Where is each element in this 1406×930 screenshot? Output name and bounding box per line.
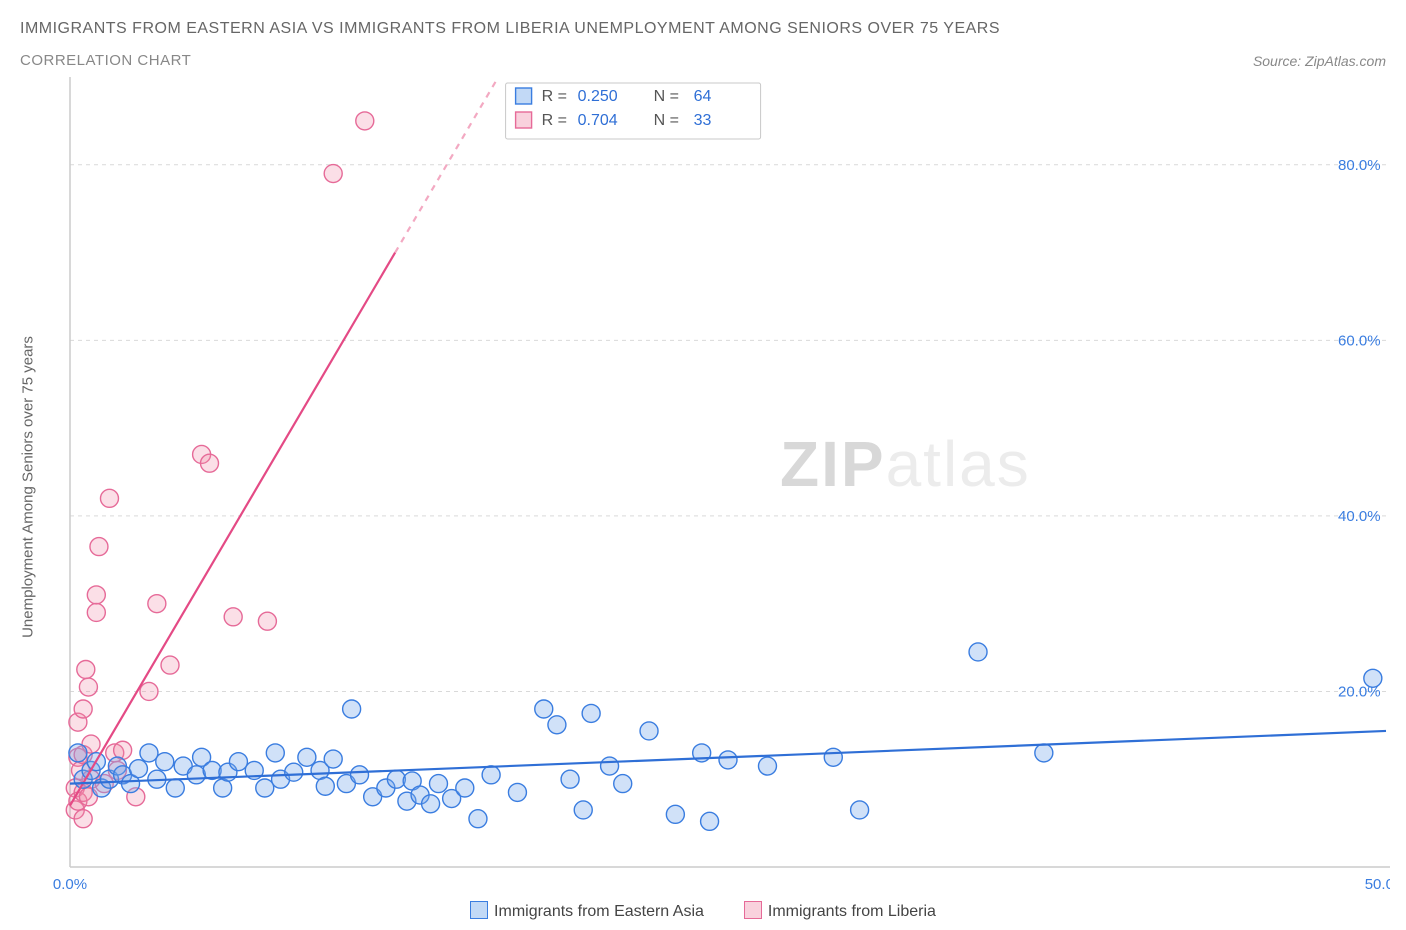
chart-area: Unemployment Among Seniors over 75 years… xyxy=(20,77,1386,897)
data-point xyxy=(469,810,487,828)
data-point xyxy=(356,112,374,130)
data-point xyxy=(129,760,147,778)
data-point xyxy=(701,812,719,830)
data-point xyxy=(824,748,842,766)
data-point xyxy=(100,489,118,507)
data-point xyxy=(156,753,174,771)
legend-item: Immigrants from Liberia xyxy=(744,901,936,921)
chart-subtitle: CORRELATION CHART xyxy=(20,52,191,69)
stats-swatch xyxy=(516,112,532,128)
data-point xyxy=(74,810,92,828)
stats-n-value: 64 xyxy=(694,88,712,105)
x-tick-label: 0.0% xyxy=(53,876,87,893)
data-point xyxy=(324,165,342,183)
data-point xyxy=(482,766,500,784)
data-point xyxy=(87,603,105,621)
chart-title: IMMIGRANTS FROM EASTERN ASIA VS IMMIGRAN… xyxy=(20,20,1386,38)
stats-r-label: R = xyxy=(542,112,567,129)
data-point xyxy=(422,795,440,813)
data-point xyxy=(79,678,97,696)
data-point xyxy=(601,757,619,775)
data-point xyxy=(266,744,284,762)
chart-header: IMMIGRANTS FROM EASTERN ASIA VS IMMIGRAN… xyxy=(0,0,1406,69)
data-point xyxy=(343,700,361,718)
data-point xyxy=(535,700,553,718)
data-point xyxy=(456,779,474,797)
scatter-chart: 20.0% 40.0% 60.0% 80.0% 0.0% 50.0% R = 0.250 N =… xyxy=(20,77,1390,897)
source-name: ZipAtlas.com xyxy=(1305,53,1386,69)
data-point xyxy=(229,753,247,771)
data-point xyxy=(561,770,579,788)
trendline-pink xyxy=(70,253,395,806)
stats-n-label: N = xyxy=(654,112,679,129)
source-prefix: Source: xyxy=(1253,53,1305,69)
data-point xyxy=(429,775,447,793)
trendline-pink-dashed xyxy=(395,77,498,253)
data-point xyxy=(90,538,108,556)
legend-label: Immigrants from Liberia xyxy=(768,903,936,920)
x-ticks: 0.0% 50.0% xyxy=(53,876,1390,893)
data-point xyxy=(719,751,737,769)
y-tick-label: 40.0% xyxy=(1338,508,1381,525)
data-point xyxy=(148,595,166,613)
legend-item: Immigrants from Eastern Asia xyxy=(470,901,704,921)
data-point xyxy=(582,704,600,722)
data-point xyxy=(324,750,342,768)
stats-box: R = 0.250 N = 64 R = 0.704 N = 33 xyxy=(506,83,761,139)
stats-n-value: 33 xyxy=(694,112,712,129)
legend-swatch xyxy=(470,901,488,919)
data-point xyxy=(614,775,632,793)
data-point xyxy=(69,744,87,762)
chart-source: Source: ZipAtlas.com xyxy=(1253,53,1386,69)
data-point xyxy=(666,805,684,823)
data-point xyxy=(548,716,566,734)
data-point xyxy=(87,586,105,604)
legend-swatch xyxy=(744,901,762,919)
data-point xyxy=(508,783,526,801)
data-point xyxy=(256,779,274,797)
data-point xyxy=(298,748,316,766)
data-point xyxy=(574,801,592,819)
series-pink xyxy=(66,112,374,828)
data-point xyxy=(640,722,658,740)
bottom-legend: Immigrants from Eastern Asia Immigrants f… xyxy=(0,901,1406,921)
legend-label: Immigrants from Eastern Asia xyxy=(494,903,704,920)
data-point xyxy=(74,700,92,718)
chart-subrow: CORRELATION CHART Source: ZipAtlas.com xyxy=(20,52,1386,69)
stats-n-label: N = xyxy=(654,88,679,105)
data-point xyxy=(1035,744,1053,762)
stats-swatch xyxy=(516,88,532,104)
x-tick-label: 50.0% xyxy=(1365,876,1390,893)
y-ticks-right: 20.0% 40.0% 60.0% 80.0% xyxy=(1338,157,1381,701)
data-point xyxy=(77,661,95,679)
stats-r-value: 0.250 xyxy=(578,88,618,105)
y-tick-label: 20.0% xyxy=(1338,683,1381,700)
data-point xyxy=(351,766,369,784)
data-point xyxy=(969,643,987,661)
series-blue xyxy=(69,643,1382,830)
y-tick-label: 60.0% xyxy=(1338,332,1381,349)
stats-r-label: R = xyxy=(542,88,567,105)
data-point xyxy=(224,608,242,626)
data-point xyxy=(758,757,776,775)
data-point xyxy=(140,682,158,700)
y-tick-label: 80.0% xyxy=(1338,157,1381,174)
data-point xyxy=(285,763,303,781)
data-point xyxy=(200,454,218,472)
data-point xyxy=(258,612,276,630)
data-point xyxy=(161,656,179,674)
data-point xyxy=(140,744,158,762)
data-point xyxy=(851,801,869,819)
data-point xyxy=(166,779,184,797)
data-point xyxy=(316,777,334,795)
stats-r-value: 0.704 xyxy=(578,112,618,129)
y-axis-label: Unemployment Among Seniors over 75 years xyxy=(20,336,37,638)
